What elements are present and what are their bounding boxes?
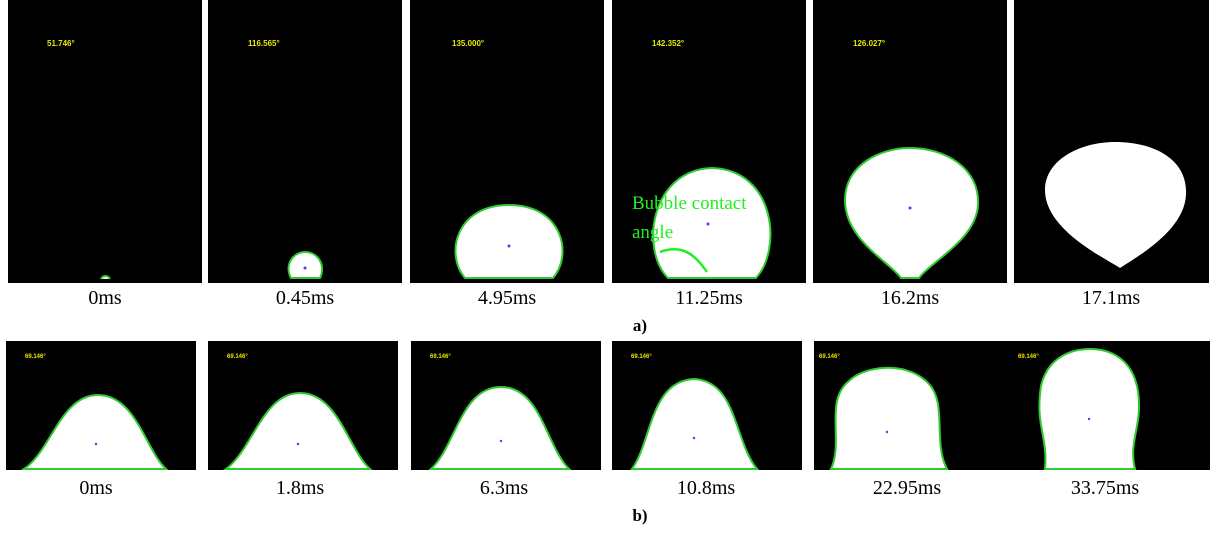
time-label: 33.75ms [1071,477,1140,499]
angle: 135.000° [452,39,484,48]
time-label: 11.25ms [675,287,743,309]
angle: 126.027° [853,39,885,48]
frame-a-3: 142.352° Bubble contact angle [612,0,806,283]
frame-a-5 [1014,0,1209,283]
time-label: 0ms [79,477,113,499]
frame-b-5: 69.146° [1003,341,1210,470]
angle: 69.146° [430,354,451,360]
time-label: 17.1ms [1082,287,1141,309]
frame-a-2: 135.000° [410,0,604,283]
time-label: 0.45ms [276,287,335,309]
frame-b-0: 69.146° [6,341,196,470]
angle: 69.146° [1018,354,1039,360]
frame-a-1: 116.565° [208,0,402,283]
frame-b-3: 69.146° [612,341,802,470]
angle: 69.146° [227,354,248,360]
time-label: 6.3ms [480,477,529,499]
time-label: 10.8ms [677,477,736,499]
angle: 69.146° [631,354,652,360]
time-label: 22.95ms [873,477,942,499]
frame-b-4: 69.146° [814,341,1004,470]
time-label: 16.2ms [881,287,940,309]
time-label: 4.95ms [478,287,537,309]
frame-b-2: 69.146° [411,341,601,470]
frame-a-4: 126.027° [813,0,1007,283]
angle: 116.565° [248,39,280,48]
annotation: angle [632,222,673,243]
angle: 51.746° [47,39,75,48]
time-label: 0ms [88,287,122,309]
angle: 142.352° [652,39,684,48]
frame-b-1: 69.146° [208,341,398,470]
angle: 69.146° [25,354,46,360]
angle: 69.146° [819,354,840,360]
frame-a-0: 51.746° [8,0,202,283]
panel-label: a) [633,316,647,335]
annotation: Bubble contact [632,193,747,214]
panel-label: b) [632,506,647,525]
time-label: 1.8ms [276,477,325,499]
